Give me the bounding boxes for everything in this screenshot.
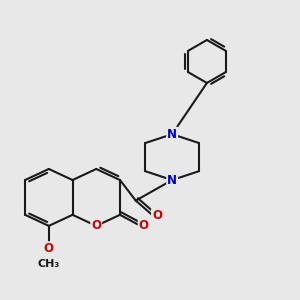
Text: O: O bbox=[152, 209, 162, 222]
Text: O: O bbox=[91, 219, 101, 232]
Text: N: N bbox=[167, 128, 177, 141]
Text: O: O bbox=[44, 242, 54, 255]
Text: N: N bbox=[167, 173, 177, 187]
Text: CH₃: CH₃ bbox=[38, 259, 60, 269]
Text: O: O bbox=[139, 219, 149, 232]
